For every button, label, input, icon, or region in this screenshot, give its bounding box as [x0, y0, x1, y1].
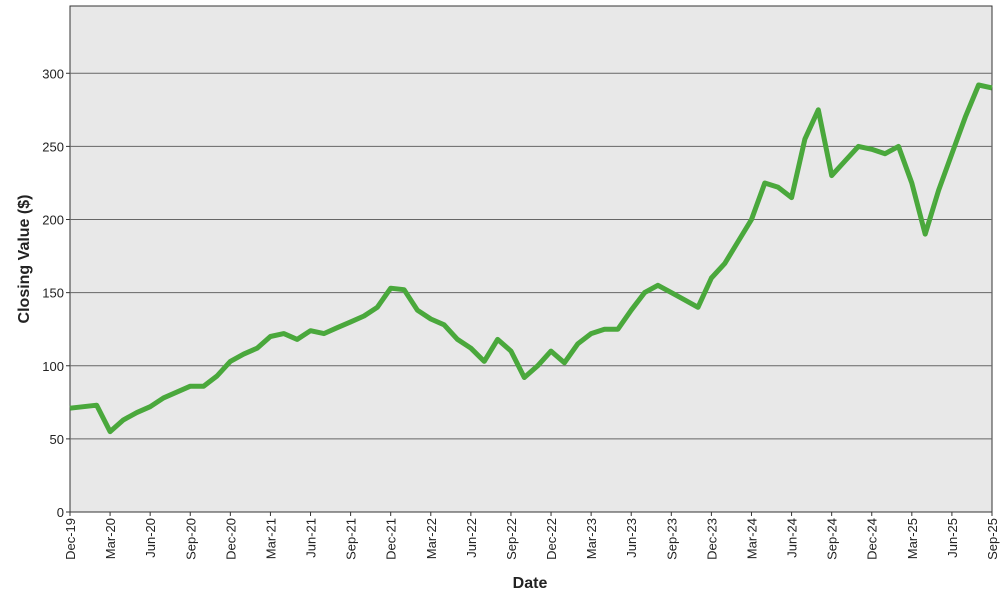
line [69, 82, 993, 435]
x-tick-label: Sep-20 [183, 518, 198, 560]
x-tick-label: Jun-21 [304, 518, 319, 558]
y-tick-label: 200 [42, 213, 64, 228]
x-tick-label: Sep-21 [344, 518, 359, 560]
plot-area [69, 5, 993, 513]
x-tick-label: Jun-22 [464, 518, 479, 558]
x-tick-label: Mar-24 [744, 518, 759, 559]
y-tick-label: 100 [42, 359, 64, 374]
x-tick-label: Sep-22 [504, 518, 519, 560]
x-tick-label: Sep-25 [985, 518, 1000, 560]
x-tick-label: Dec-20 [223, 518, 238, 560]
x-tick-label: Dec-19 [63, 518, 78, 560]
y-tick-label: 150 [42, 286, 64, 301]
x-tick-label: Jun-23 [624, 518, 639, 558]
x-tick-label: Dec-21 [384, 518, 399, 560]
x-tick-label: Sep-24 [825, 518, 840, 560]
x-tick-label: Mar-21 [263, 518, 278, 559]
x-tick-label: Dec-22 [544, 518, 559, 560]
x-tick-label: Dec-23 [704, 518, 719, 560]
y-tick-label: 300 [42, 66, 64, 81]
y-tick-label: 50 [50, 432, 64, 447]
x-tick-label: Mar-20 [103, 518, 118, 559]
y-axis-label: Closing Value ($) [16, 195, 33, 324]
x-tick-label: Jun-24 [785, 518, 800, 558]
x-axis-label: Date [513, 575, 548, 592]
x-tick-label: Sep-23 [664, 518, 679, 560]
x-tick-label: Mar-23 [584, 518, 599, 559]
x-tick-label: Dec-24 [865, 518, 880, 560]
y-tick-label: 0 [57, 505, 64, 520]
x-tick-label: Jun-25 [945, 518, 960, 558]
y-tick-label: 250 [42, 139, 64, 154]
x-tick-label: Mar-25 [905, 518, 920, 559]
x-tick-label: Jun-20 [143, 518, 158, 558]
x-tick-label: Mar-22 [424, 518, 439, 559]
